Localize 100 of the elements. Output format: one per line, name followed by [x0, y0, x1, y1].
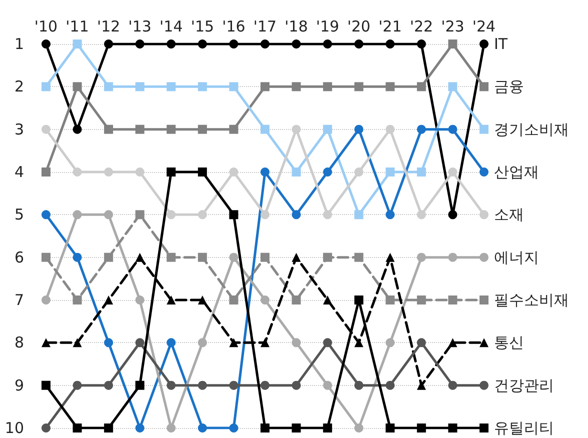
- point: [135, 168, 144, 176]
- point: [448, 168, 458, 176]
- point: [323, 168, 332, 176]
- x-tick-label: '13: [128, 18, 152, 36]
- point: [72, 252, 82, 262]
- point: [480, 124, 488, 134]
- point: [480, 424, 488, 432]
- point: [354, 210, 364, 220]
- point: [166, 168, 176, 176]
- point: [448, 380, 458, 390]
- y-tick-label: 3: [14, 120, 24, 138]
- point: [386, 82, 395, 92]
- series-label: 소재: [494, 206, 524, 224]
- point: [354, 424, 364, 432]
- point: [354, 124, 364, 134]
- x-tick-label: '10: [34, 18, 58, 36]
- point: [72, 338, 82, 348]
- point: [135, 82, 144, 92]
- point: [166, 296, 176, 304]
- point: [386, 40, 395, 48]
- point: [135, 424, 144, 432]
- point: [260, 424, 270, 432]
- series-label: 필수소비재: [494, 291, 569, 309]
- point: [448, 338, 458, 348]
- point: [135, 40, 144, 48]
- y-tick-label: 4: [14, 163, 24, 181]
- point: [72, 124, 82, 134]
- point: [260, 380, 270, 390]
- x-tick-label: '15: [190, 18, 214, 36]
- point: [104, 252, 114, 262]
- series-label: 유틸리티: [494, 419, 554, 437]
- point: [166, 338, 176, 348]
- x-tick-label: '16: [222, 18, 246, 36]
- point: [416, 40, 426, 48]
- point: [42, 296, 50, 304]
- point: [480, 210, 488, 220]
- point: [166, 82, 176, 92]
- point: [198, 296, 207, 304]
- point: [292, 380, 301, 390]
- point: [480, 296, 488, 304]
- point: [104, 40, 114, 48]
- point: [323, 40, 332, 48]
- point: [323, 210, 332, 220]
- y-tick-label: 8: [14, 334, 24, 352]
- point: [229, 124, 238, 134]
- point: [72, 296, 82, 304]
- point: [448, 252, 458, 262]
- point: [104, 380, 114, 390]
- point: [135, 124, 144, 134]
- point: [260, 338, 270, 348]
- point: [480, 380, 488, 390]
- point: [260, 296, 270, 304]
- point: [198, 168, 207, 176]
- point: [260, 252, 270, 262]
- series-label: 건강관리: [494, 376, 554, 394]
- point: [260, 124, 270, 134]
- point: [42, 168, 50, 176]
- x-tick-label: '11: [66, 18, 89, 36]
- point: [72, 82, 82, 92]
- point: [292, 210, 301, 220]
- point: [229, 82, 238, 92]
- x-tick-label: '12: [96, 18, 120, 36]
- point: [260, 82, 270, 92]
- point: [198, 380, 207, 390]
- point: [386, 380, 395, 390]
- y-tick-label: 6: [14, 248, 24, 266]
- y-tick-label: 1: [14, 35, 24, 53]
- point: [135, 338, 144, 348]
- point: [166, 210, 176, 220]
- point: [166, 380, 176, 390]
- point: [292, 252, 301, 262]
- series-label: 산업재: [494, 163, 539, 181]
- x-tick-label: '17: [253, 18, 277, 36]
- point: [42, 424, 50, 432]
- point: [354, 338, 364, 348]
- y-tick-label: 10: [4, 419, 24, 437]
- point: [135, 252, 144, 262]
- point: [386, 424, 395, 432]
- point: [354, 252, 364, 262]
- point: [416, 124, 426, 134]
- point: [448, 124, 458, 134]
- point: [104, 168, 114, 176]
- point: [323, 338, 332, 348]
- point: [198, 124, 207, 134]
- point: [166, 40, 176, 48]
- point: [229, 252, 238, 262]
- point: [198, 252, 207, 262]
- series-label: 금융: [494, 78, 524, 96]
- point: [354, 82, 364, 92]
- x-tick-label: '18: [284, 18, 308, 36]
- point: [416, 424, 426, 432]
- point: [323, 380, 332, 390]
- point: [416, 168, 426, 176]
- point: [229, 168, 238, 176]
- point: [323, 82, 332, 92]
- point: [416, 380, 426, 390]
- y-tick-label: 5: [14, 206, 24, 224]
- point: [386, 168, 395, 176]
- point: [292, 40, 301, 48]
- point: [292, 168, 301, 176]
